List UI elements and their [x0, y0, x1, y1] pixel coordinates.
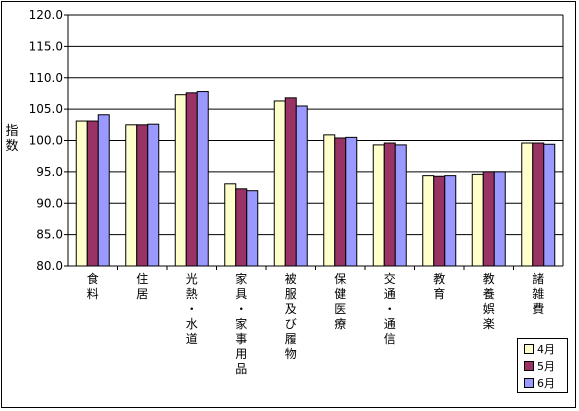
- bar: [543, 143, 556, 267]
- bar: [196, 91, 209, 267]
- y-tick-label: 80.0: [36, 259, 63, 273]
- y-tick-label: 100.0: [29, 134, 63, 148]
- y-tick-label: 110.0: [29, 71, 63, 85]
- legend-item: 4月: [524, 342, 555, 356]
- y-tick-label: 115.0: [29, 39, 63, 53]
- x-tick-label: 教養娯楽: [483, 271, 495, 331]
- y-tick-label: 95.0: [36, 165, 63, 179]
- bar: [174, 94, 187, 267]
- bar: [422, 175, 435, 267]
- bar: [125, 124, 138, 267]
- y-tick-label: 90.0: [36, 196, 63, 210]
- bar: [295, 105, 308, 267]
- bar: [284, 97, 297, 267]
- y-tick-label: 105.0: [29, 102, 63, 116]
- bar: [345, 136, 358, 267]
- bar: [147, 123, 160, 267]
- legend: 4月 5月 6月: [517, 338, 568, 393]
- x-tick-label: 教育: [433, 271, 445, 301]
- x-tick-label: 諸雑費: [532, 271, 544, 316]
- x-tick-label: 家具・家事用品: [235, 271, 247, 376]
- x-tick-label: 保健医療: [334, 272, 346, 331]
- legend-swatch: [524, 378, 534, 388]
- legend-label: 6月: [537, 377, 555, 390]
- x-tick-label: 被服及び履物: [285, 272, 297, 361]
- bar: [235, 188, 248, 267]
- bar: [75, 120, 88, 267]
- y-tick-label: 120.0: [29, 8, 63, 22]
- legend-label: 5月: [537, 360, 555, 373]
- bar: [532, 142, 545, 267]
- bar: [323, 134, 336, 267]
- legend-swatch: [524, 344, 534, 354]
- y-axis-label: 指数: [5, 124, 19, 154]
- bar: [97, 114, 110, 267]
- x-tick-label: 住居: [136, 272, 148, 301]
- legend-item: 5月: [524, 359, 555, 373]
- y-tick-label: 85.0: [36, 228, 63, 242]
- bar: [185, 92, 198, 267]
- x-tick-label: 食料: [87, 271, 99, 301]
- bar: [521, 142, 534, 267]
- bar: [383, 142, 396, 267]
- bar: [224, 183, 237, 267]
- bar: [136, 124, 149, 267]
- bar: [394, 144, 407, 267]
- bar: [372, 144, 385, 267]
- bar: [482, 171, 495, 267]
- bar: [493, 171, 506, 267]
- bar: [444, 175, 457, 267]
- bar: [334, 137, 347, 267]
- x-tick-label: 光熱・水道: [186, 272, 198, 346]
- bar: [433, 175, 446, 267]
- legend-item: 6月: [524, 376, 555, 390]
- x-tick-label: 交通・通信: [384, 271, 396, 346]
- bar: [273, 100, 286, 267]
- bar: [86, 120, 99, 267]
- bar: [246, 190, 259, 267]
- legend-label: 4月: [537, 343, 555, 356]
- bar: [471, 173, 484, 267]
- legend-swatch: [524, 361, 534, 371]
